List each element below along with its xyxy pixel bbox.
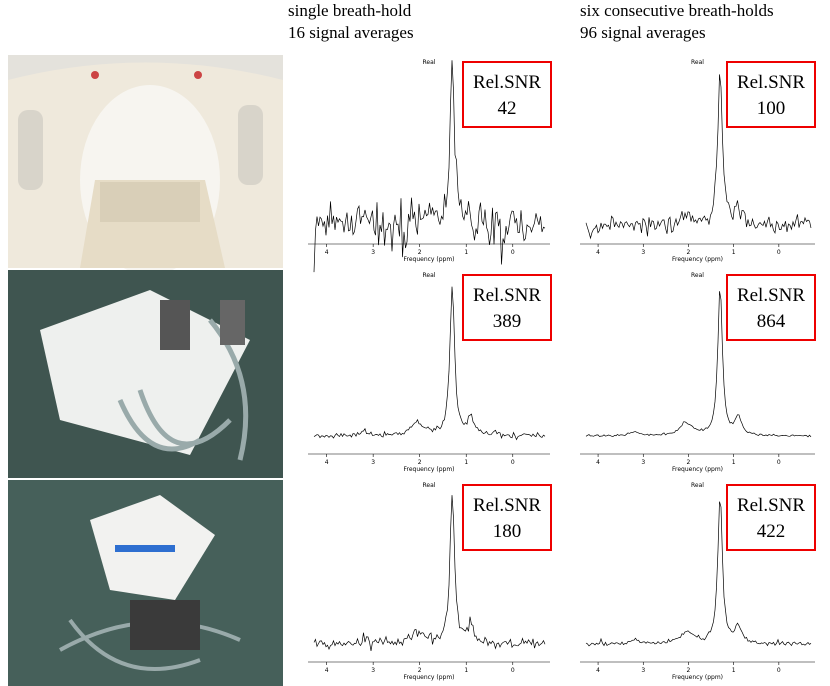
spectrum-panel: Real 4 3 2 1 0 Frequency (ppm) Rel.SNR 864 [580, 272, 815, 473]
x-tick-label: 3 [371, 667, 375, 674]
panel-title: Real [423, 59, 436, 66]
snr-value: 42 [498, 98, 517, 119]
snr-value: 864 [757, 311, 786, 332]
spectrum-panel: Real 4 3 2 1 0 Frequency (ppm) Rel.SNR 180 [308, 482, 551, 681]
panel-title: Real [691, 272, 704, 279]
snr-value: 389 [493, 311, 522, 332]
x-axis-label: Frequency (ppm) [672, 466, 723, 473]
x-tick-label: 2 [418, 459, 422, 466]
x-tick-label: 2 [687, 249, 691, 256]
snr-label: Rel.SNR [737, 495, 805, 516]
snr-label: Rel.SNR [737, 285, 805, 306]
panel-title: Real [423, 272, 436, 279]
x-tick-label: 4 [596, 459, 600, 466]
snr-label: Rel.SNR [473, 72, 541, 93]
spectrum-panel: Real 4 3 2 1 0 Frequency (ppm) Rel.SNR 42 [308, 59, 551, 272]
x-tick-label: 1 [464, 249, 468, 256]
header-line: 16 signal averages [288, 23, 414, 42]
snr-label: Rel.SNR [737, 72, 805, 93]
panel-title: Real [423, 482, 436, 489]
x-tick-label: 1 [732, 459, 736, 466]
photo-coil [8, 270, 283, 478]
x-tick-label: 0 [511, 249, 515, 256]
spectrum-panel: Real 4 3 2 1 0 Frequency (ppm) Rel.SNR 389 [308, 272, 551, 473]
x-tick-label: 0 [777, 249, 781, 256]
x-tick-label: 1 [732, 667, 736, 674]
photo-coil [8, 480, 283, 686]
x-axis-label: Frequency (ppm) [403, 256, 454, 263]
x-axis-label: Frequency (ppm) [672, 256, 723, 263]
x-tick-label: 4 [325, 667, 329, 674]
panel-title: Real [691, 59, 704, 66]
header-line: single breath-hold [288, 1, 412, 20]
x-axis-label: Frequency (ppm) [403, 674, 454, 681]
x-tick-label: 2 [418, 667, 422, 674]
figure: single breath-hold 16 signal averages si… [0, 0, 830, 686]
photo-scanner [8, 55, 283, 275]
x-tick-label: 3 [371, 249, 375, 256]
header-line: 96 signal averages [580, 23, 706, 42]
header-line: six consecutive breath-holds [580, 1, 774, 20]
snr-label: Rel.SNR [473, 495, 541, 516]
x-tick-label: 4 [325, 459, 329, 466]
x-tick-label: 1 [464, 459, 468, 466]
x-tick-label: 4 [596, 249, 600, 256]
snr-value: 100 [757, 98, 786, 119]
x-axis-label: Frequency (ppm) [672, 674, 723, 681]
spectrum-panel: Real 4 3 2 1 0 Frequency (ppm) Rel.SNR 422 [580, 482, 815, 681]
x-tick-label: 2 [687, 667, 691, 674]
x-tick-label: 3 [371, 459, 375, 466]
x-tick-label: 3 [641, 249, 645, 256]
x-axis-label: Frequency (ppm) [403, 466, 454, 473]
x-tick-label: 0 [777, 667, 781, 674]
x-tick-label: 1 [464, 667, 468, 674]
panel-title: Real [691, 482, 704, 489]
snr-value: 180 [493, 521, 522, 542]
x-tick-label: 1 [732, 249, 736, 256]
x-tick-label: 3 [641, 667, 645, 674]
x-tick-label: 4 [596, 667, 600, 674]
x-tick-label: 3 [641, 459, 645, 466]
x-tick-label: 4 [325, 249, 329, 256]
x-tick-label: 2 [687, 459, 691, 466]
x-tick-label: 2 [418, 249, 422, 256]
x-tick-label: 0 [511, 667, 515, 674]
snr-value: 422 [757, 521, 786, 542]
x-tick-label: 0 [511, 459, 515, 466]
x-tick-label: 0 [777, 459, 781, 466]
snr-label: Rel.SNR [473, 285, 541, 306]
spectrum-panel: Real 4 3 2 1 0 Frequency (ppm) Rel.SNR 100 [580, 59, 815, 263]
